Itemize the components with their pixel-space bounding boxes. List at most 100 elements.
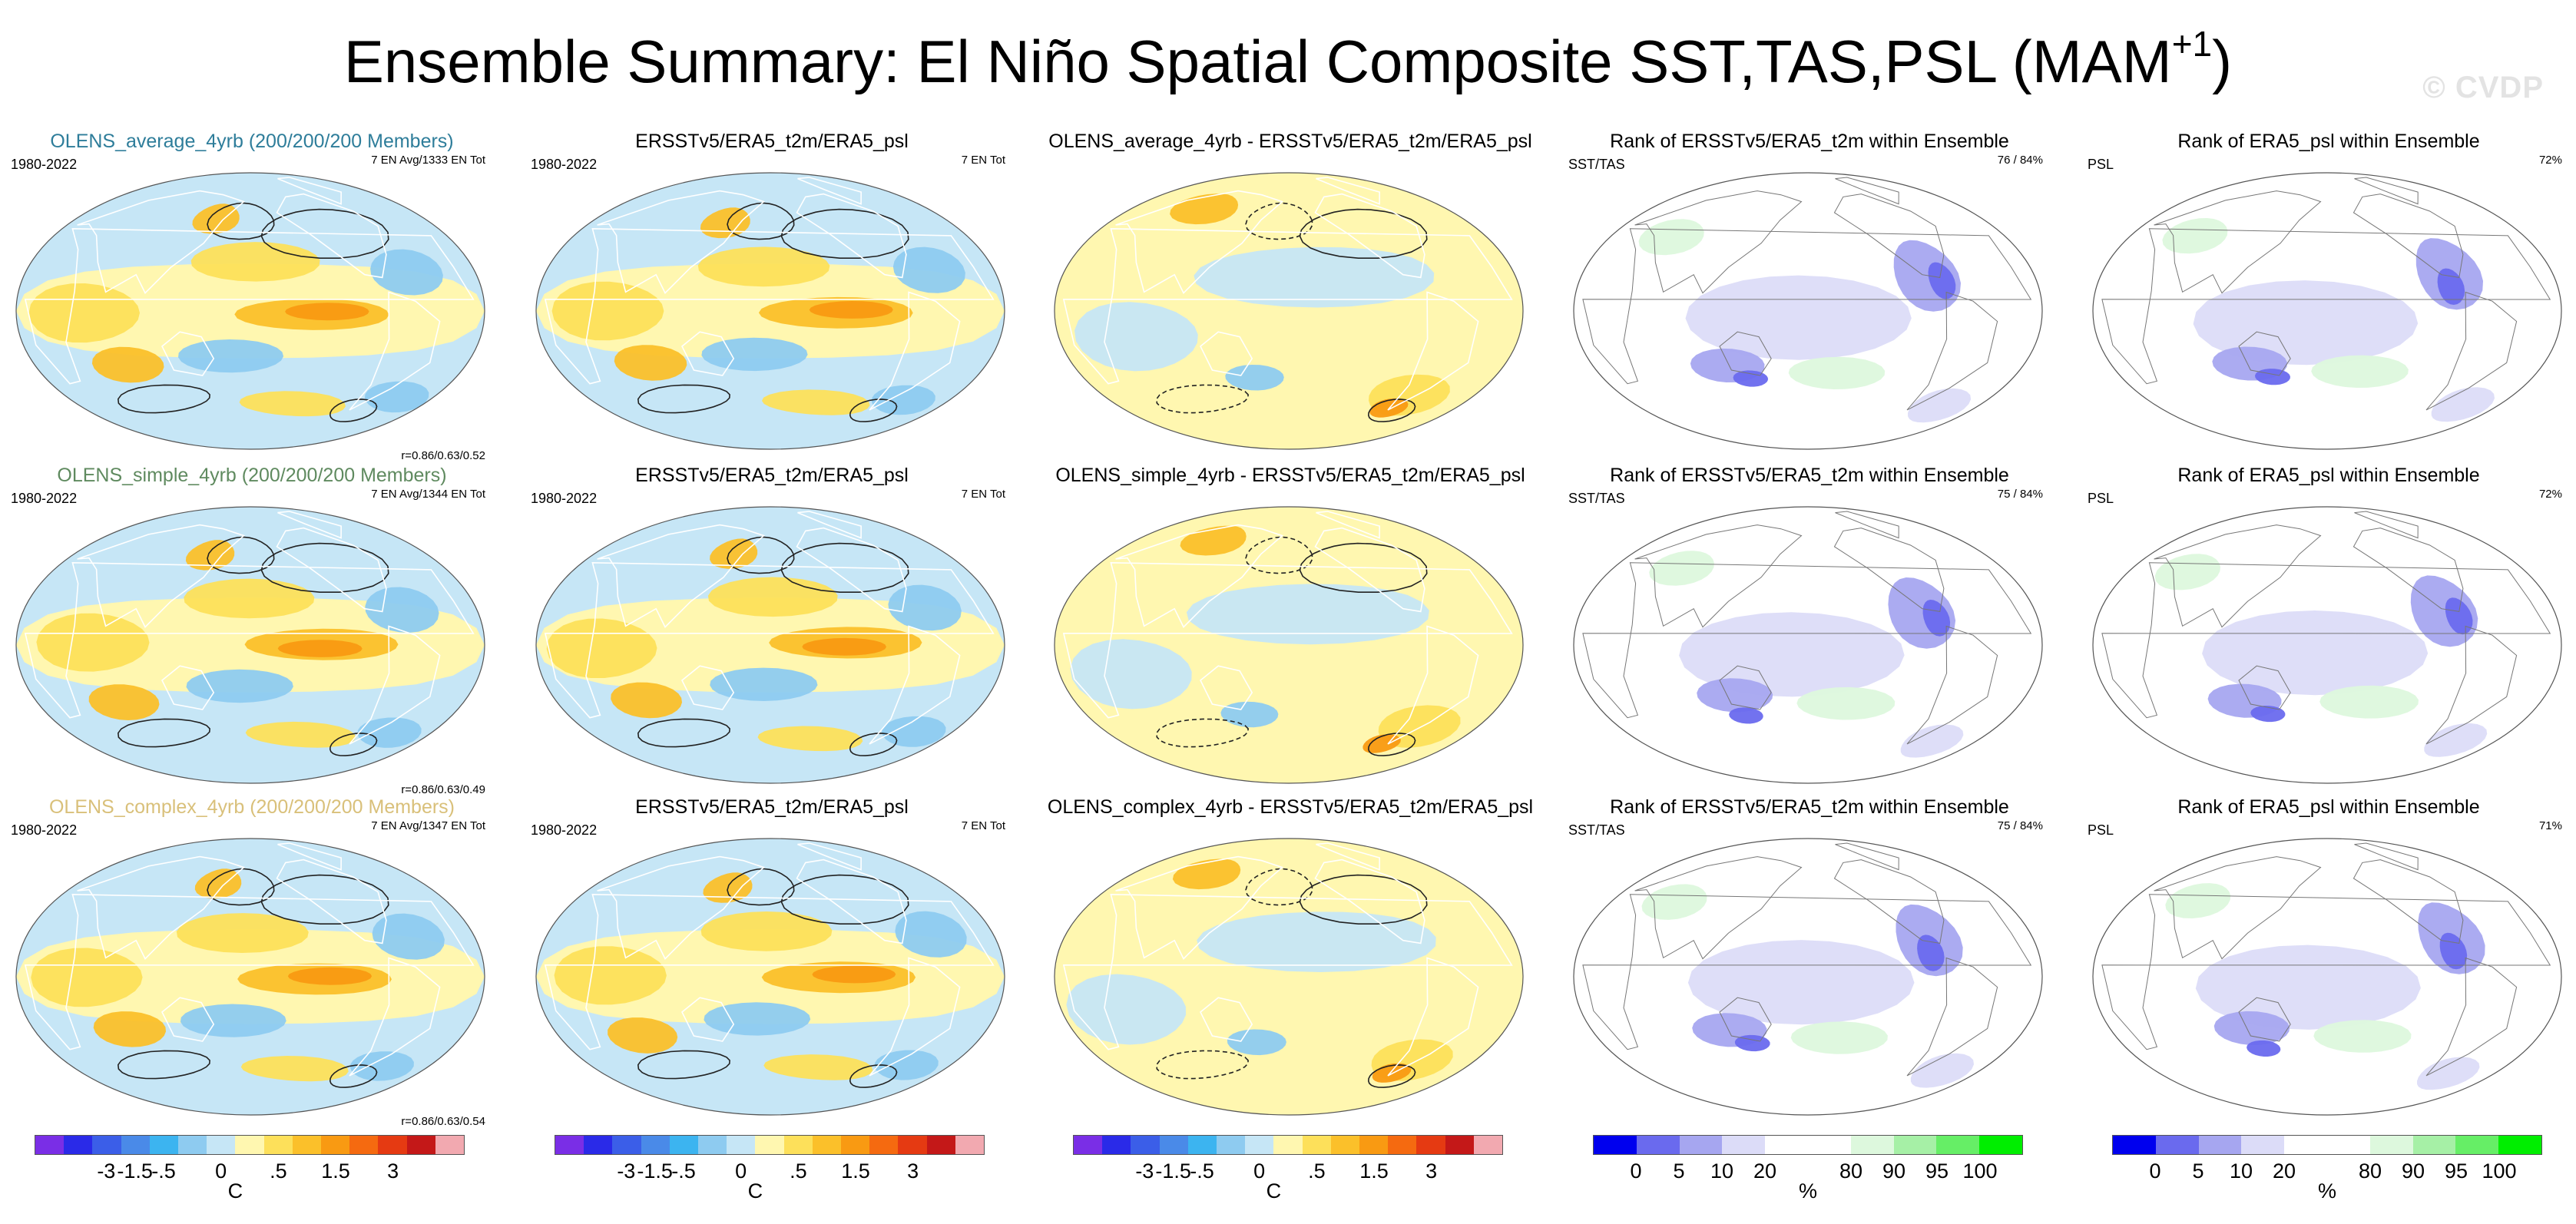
globe-map-svg — [15, 838, 485, 1116]
coastline — [1835, 511, 1899, 539]
field-region — [2165, 883, 2231, 918]
coastline — [1582, 562, 2032, 719]
field-region — [190, 242, 320, 282]
colorbar-swatch — [669, 1136, 699, 1154]
coastline — [869, 291, 961, 411]
anomaly-map — [12, 835, 488, 1119]
colorbar-swatch — [1679, 1136, 1723, 1154]
field-region — [184, 578, 315, 619]
colorbar-swatch — [64, 1136, 93, 1154]
count-label: 7 EN Tot — [961, 154, 1005, 167]
panel-title: Rank of ERSSTv5/ERA5_t2m within Ensemble — [1610, 796, 2009, 818]
coastline — [1833, 859, 1945, 944]
colorbar-tick-label: 1.5 — [841, 1159, 870, 1183]
colorbar-tick-label: -3 — [97, 1159, 116, 1183]
coastline — [161, 331, 215, 376]
colorbar-swatch — [1102, 1136, 1131, 1154]
psl-contour — [329, 1064, 378, 1088]
map-border — [535, 838, 1005, 1116]
psl-contour — [727, 202, 795, 240]
field-region — [701, 337, 808, 372]
field-region — [2195, 944, 2421, 1030]
period-label: 1980-2022 — [11, 491, 78, 506]
colorbar-swatch — [1807, 1136, 1851, 1154]
map-panel: OLENS_average_4yrb (200/200/200 Members)… — [6, 131, 498, 462]
period-label: SST/TAS — [1568, 157, 1625, 172]
colorbar-swatch — [1302, 1136, 1331, 1154]
field-region — [892, 246, 965, 293]
field-region — [1649, 551, 1714, 586]
coastline — [77, 524, 246, 628]
rank-colorbar: 0 5 10 20 80 90 95 100% — [2112, 1132, 2542, 1224]
colorbar-swatch — [1445, 1136, 1474, 1154]
globe-map-svg — [535, 172, 1005, 450]
map-panel: Rank of ERSSTv5/ERA5_t2m within Ensemble… — [1564, 465, 2055, 796]
coastline — [680, 665, 735, 710]
coastline — [1314, 858, 1425, 944]
colorbar-tick-label: 5 — [1673, 1159, 1685, 1183]
tropical-band — [536, 597, 1005, 693]
field-region — [88, 684, 160, 720]
difference-map — [1051, 835, 1527, 1119]
colorbar-tick-label: 0 — [1253, 1159, 1266, 1183]
colorbar-swatch — [1765, 1136, 1808, 1154]
colorbar-swatch — [1131, 1136, 1160, 1154]
field-region — [551, 281, 664, 341]
field-region — [697, 246, 830, 287]
colorbar-tick-label: 20 — [1753, 1159, 1777, 1183]
map-panel: OLENS_average_4yrb - ERSSTv5/ERA5_t2m/ER… — [1045, 131, 1536, 462]
colorbar-swatch — [2369, 1136, 2413, 1154]
coastline — [2425, 625, 2518, 745]
field-region — [2162, 218, 2228, 254]
rank-map — [1570, 503, 2046, 787]
coastline — [1316, 177, 1381, 205]
field-region — [763, 1054, 873, 1080]
psl-contour — [849, 1064, 898, 1088]
field-region — [28, 283, 141, 343]
psl-contour — [1367, 733, 1416, 756]
field-region — [762, 389, 870, 415]
field-region — [812, 965, 896, 984]
map-panel: OLENS_simple_4yrb (200/200/200 Members) 1… — [6, 465, 498, 796]
field-region — [2417, 1057, 2480, 1090]
count-label: 75 / 84% — [1997, 488, 2043, 501]
colorbar-swatch — [2198, 1136, 2242, 1154]
colorbar-swatch — [1416, 1136, 1445, 1154]
field-region — [1908, 388, 1972, 423]
panel-title: Rank of ERSSTv5/ERA5_t2m within Ensemble — [1610, 465, 2009, 486]
field-region — [2313, 1020, 2412, 1053]
coastline — [1199, 331, 1253, 376]
map-panel: OLENS_complex_4yrb - ERSSTv5/ERA5_t2m/ER… — [1045, 796, 1536, 1128]
panel-title: Rank of ERA5_psl within Ensemble — [2177, 131, 2480, 152]
coastline — [1316, 511, 1381, 539]
colorbar-swatch — [2412, 1136, 2456, 1154]
field-region — [357, 717, 422, 748]
colorbar-boxes — [35, 1135, 465, 1155]
colorbar-tick-label: 20 — [2272, 1159, 2296, 1183]
coastline — [1833, 194, 1945, 278]
colorbar-tick-label: 0 — [215, 1159, 227, 1183]
coastline — [597, 855, 766, 960]
coastline — [1906, 625, 1998, 745]
field-region — [91, 346, 164, 383]
colorbar-swatch — [727, 1136, 756, 1154]
panel-title: ERSSTv5/ERA5_t2m/ERA5_psl — [635, 796, 909, 818]
colorbar-swatch — [1074, 1136, 1103, 1154]
coastline — [1115, 190, 1284, 294]
coastline — [2238, 331, 2291, 376]
colorbar-swatch — [2498, 1136, 2541, 1154]
period-label: SST/TAS — [1568, 491, 1625, 506]
colorbar-swatch — [121, 1136, 150, 1154]
coastline — [2101, 562, 2551, 719]
globe-map-svg — [15, 506, 485, 784]
colorbar-swatch — [698, 1136, 727, 1154]
field-region — [1074, 302, 1198, 372]
panel-title: OLENS_complex_4yrb (200/200/200 Members) — [48, 796, 455, 818]
field-region — [608, 1017, 678, 1054]
colorbar-swatch — [1636, 1136, 1680, 1154]
field-region — [2439, 932, 2468, 970]
field-region — [1697, 678, 1773, 713]
coastline — [161, 665, 215, 710]
count-label: 7 EN Avg/1344 EN Tot — [371, 488, 485, 501]
field-region — [1197, 911, 1436, 972]
